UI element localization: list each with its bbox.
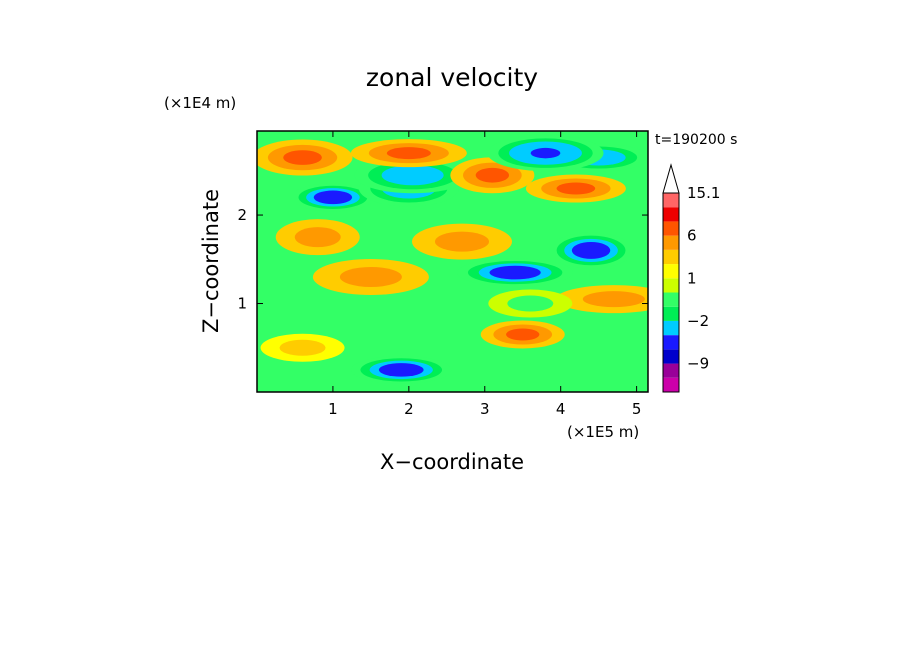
field-contour bbox=[395, 169, 431, 182]
y-tick-label: 1 bbox=[237, 295, 247, 313]
colorbar bbox=[662, 163, 680, 393]
x-axis-unit: (×1E5 m) bbox=[567, 423, 639, 441]
field-contour bbox=[507, 295, 554, 312]
y-axis-ticks: 12 bbox=[237, 206, 648, 313]
colorbar-band bbox=[663, 320, 679, 336]
field-contour bbox=[294, 227, 341, 248]
colorbar-band bbox=[663, 292, 679, 307]
field-contour bbox=[339, 266, 402, 287]
colorbar-band bbox=[663, 306, 679, 321]
x-tick-label: 4 bbox=[556, 400, 566, 418]
colorbar-band bbox=[663, 221, 679, 236]
x-tick-label: 5 bbox=[632, 400, 642, 418]
colorbar-band bbox=[663, 207, 679, 222]
field-contour bbox=[556, 182, 596, 195]
plot-frame bbox=[256, 130, 649, 393]
x-tick-label: 3 bbox=[480, 400, 490, 418]
x-axis-ticks: 1 2 3 4 5 bbox=[328, 131, 641, 418]
colorbar-band bbox=[663, 249, 679, 265]
plot-area bbox=[257, 131, 648, 392]
field-contour bbox=[321, 192, 345, 202]
field-contour bbox=[506, 328, 540, 341]
y-tick-label: 2 bbox=[237, 206, 247, 224]
chart-title: zonal velocity bbox=[366, 63, 538, 92]
field-contour bbox=[500, 268, 530, 277]
colorbar-label: −2 bbox=[687, 312, 709, 330]
colorbar-label: −9 bbox=[687, 355, 709, 373]
field-contour bbox=[530, 147, 561, 159]
colorbar-max-arrow bbox=[662, 163, 680, 194]
colorbar-band bbox=[663, 335, 679, 350]
field-contour bbox=[434, 231, 489, 252]
y-axis-unit: (×1E4 m) bbox=[164, 94, 236, 112]
field-contour bbox=[475, 167, 510, 183]
colorbar-label: 15.1 bbox=[687, 184, 720, 202]
colorbar-band bbox=[663, 349, 679, 364]
field-contour bbox=[386, 147, 431, 160]
field-contour bbox=[582, 291, 645, 308]
colorbar-label: 6 bbox=[687, 227, 697, 245]
field-contour bbox=[279, 339, 326, 356]
field-contour bbox=[388, 365, 415, 375]
colorbar-labels: 15.1 6 1 −2 −9 bbox=[687, 184, 720, 373]
colorbar-band bbox=[663, 235, 679, 250]
time-label: t=190200 s bbox=[655, 132, 737, 148]
colorbar-band bbox=[663, 363, 679, 378]
colorbar-label: 1 bbox=[687, 269, 697, 287]
x-axis-label: X−coordinate bbox=[380, 450, 524, 474]
x-tick-label: 1 bbox=[328, 400, 338, 418]
colorbar-band bbox=[663, 193, 679, 208]
field-contour bbox=[579, 245, 603, 256]
colorbar-band bbox=[663, 278, 679, 293]
y-axis-label: Z−coordinate bbox=[199, 189, 223, 333]
colorbar-band bbox=[663, 264, 679, 279]
x-tick-label: 2 bbox=[404, 400, 414, 418]
field-contour bbox=[283, 150, 322, 165]
colorbar-band bbox=[663, 377, 679, 392]
